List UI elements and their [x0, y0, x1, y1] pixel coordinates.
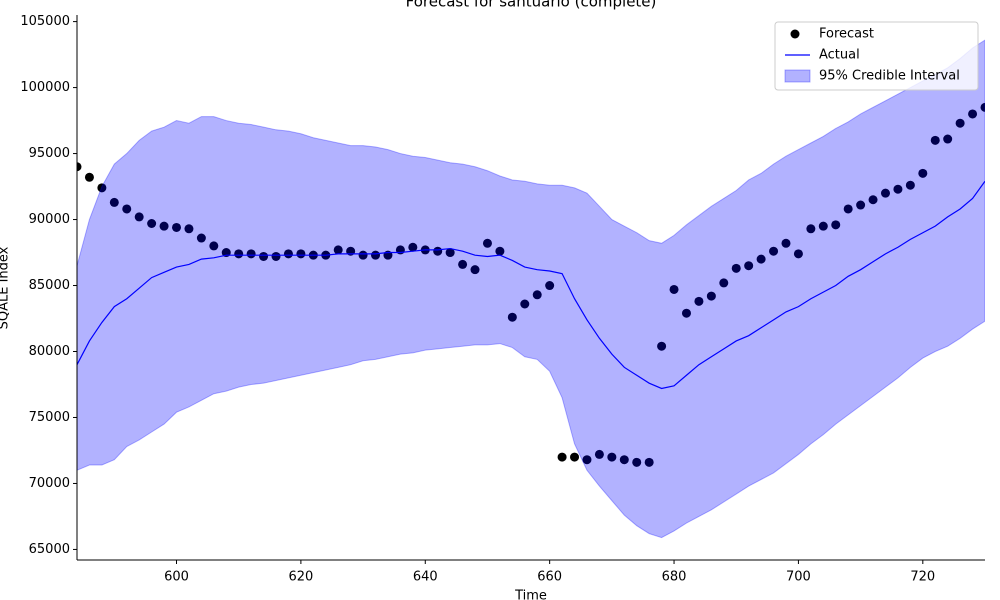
forecast-point: [905, 180, 915, 190]
forecast-point: [968, 109, 978, 119]
forecast-point: [893, 184, 903, 194]
forecast-point: [594, 449, 604, 459]
forecast-point: [731, 263, 741, 273]
forecast-point: [408, 242, 418, 252]
forecast-point: [669, 284, 679, 294]
forecast-point: [532, 290, 542, 300]
forecast-point: [744, 261, 754, 271]
plot-area: [77, 39, 985, 539]
forecast-point: [980, 102, 985, 112]
x-axis-label: Time: [514, 589, 547, 600]
legend-marker: [790, 29, 800, 39]
forecast-point: [84, 172, 94, 182]
legend-label: 95% Credible Interval: [819, 69, 960, 84]
forecast-point: [482, 238, 492, 248]
forecast-point: [283, 249, 293, 259]
forecast-point: [271, 251, 281, 261]
forecast-point: [793, 249, 803, 259]
forecast-point: [296, 249, 306, 259]
y-tick-label: 90000: [29, 212, 70, 227]
legend-label: Actual: [819, 48, 860, 63]
forecast-point: [134, 212, 144, 222]
forecast-point: [619, 455, 629, 465]
forecast-point: [930, 135, 940, 145]
forecast-point: [644, 457, 654, 467]
forecast-point: [458, 259, 468, 269]
forecast-point: [259, 251, 269, 261]
forecast-point: [657, 341, 667, 351]
x-tick-label: 600: [164, 570, 189, 585]
forecast-point: [234, 249, 244, 259]
forecast-point: [209, 241, 219, 251]
y-tick-label: 105000: [20, 14, 70, 29]
forecast-point: [97, 183, 107, 193]
forecast-point: [246, 249, 256, 259]
forecast-point: [122, 204, 132, 214]
forecast-point: [756, 254, 766, 264]
x-tick-label: 640: [413, 570, 438, 585]
forecast-point: [831, 220, 841, 230]
x-tick-label: 700: [786, 570, 811, 585]
forecast-point: [196, 233, 206, 243]
forecast-point: [77, 162, 82, 172]
y-tick-label: 65000: [29, 542, 70, 557]
y-tick-label: 100000: [20, 80, 70, 95]
forecast-point: [607, 452, 617, 462]
legend-label: Forecast: [819, 27, 874, 42]
y-axis-label: SQALE Index: [0, 246, 12, 329]
x-tick-label: 620: [288, 570, 313, 585]
forecast-point: [706, 291, 716, 301]
forecast-point: [333, 245, 343, 255]
forecast-point: [694, 296, 704, 306]
forecast-point: [806, 224, 816, 234]
forecast-point: [856, 200, 866, 210]
forecast-point: [570, 452, 580, 462]
forecast-point: [880, 188, 890, 198]
forecast-point: [943, 134, 953, 144]
forecast-point: [159, 221, 169, 231]
y-tick-label: 95000: [29, 146, 70, 161]
y-tick-label: 70000: [29, 476, 70, 491]
y-tick-label: 75000: [29, 410, 70, 425]
forecast-point: [843, 204, 853, 214]
forecast-point: [172, 222, 182, 232]
y-tick-label: 80000: [29, 344, 70, 359]
forecast-point: [520, 299, 530, 309]
forecast-point: [582, 455, 592, 465]
forecast-point: [545, 281, 555, 291]
forecast-point: [918, 168, 928, 178]
forecast-point: [868, 195, 878, 205]
forecast-point: [371, 250, 381, 260]
forecast-point: [358, 250, 368, 260]
x-tick-label: 680: [662, 570, 687, 585]
forecast-point: [109, 197, 119, 207]
forecast-point: [433, 246, 443, 256]
forecast-point: [507, 312, 517, 322]
forecast-point: [632, 457, 642, 467]
forecast-point: [184, 224, 194, 234]
forecast-point: [681, 308, 691, 318]
forecast-point: [781, 238, 791, 248]
forecast-point: [495, 246, 505, 256]
legend-marker: [784, 69, 811, 83]
forecast-point: [557, 452, 567, 462]
forecast-point: [955, 118, 965, 128]
y-tick-label: 85000: [29, 278, 70, 293]
legend-box: [774, 21, 979, 91]
chart-title: Forecast for santuario (complete): [406, 0, 657, 11]
actual-line: [77, 180, 985, 390]
forecast-point: [470, 265, 480, 275]
forecast-point: [719, 278, 729, 288]
forecast-point: [445, 248, 455, 258]
forecast-point: [818, 221, 828, 231]
x-tick-label: 660: [537, 570, 562, 585]
credible-band: [77, 39, 985, 539]
forecast-point: [769, 246, 779, 256]
x-tick-label: 720: [910, 570, 935, 585]
forecast-point: [147, 218, 157, 228]
